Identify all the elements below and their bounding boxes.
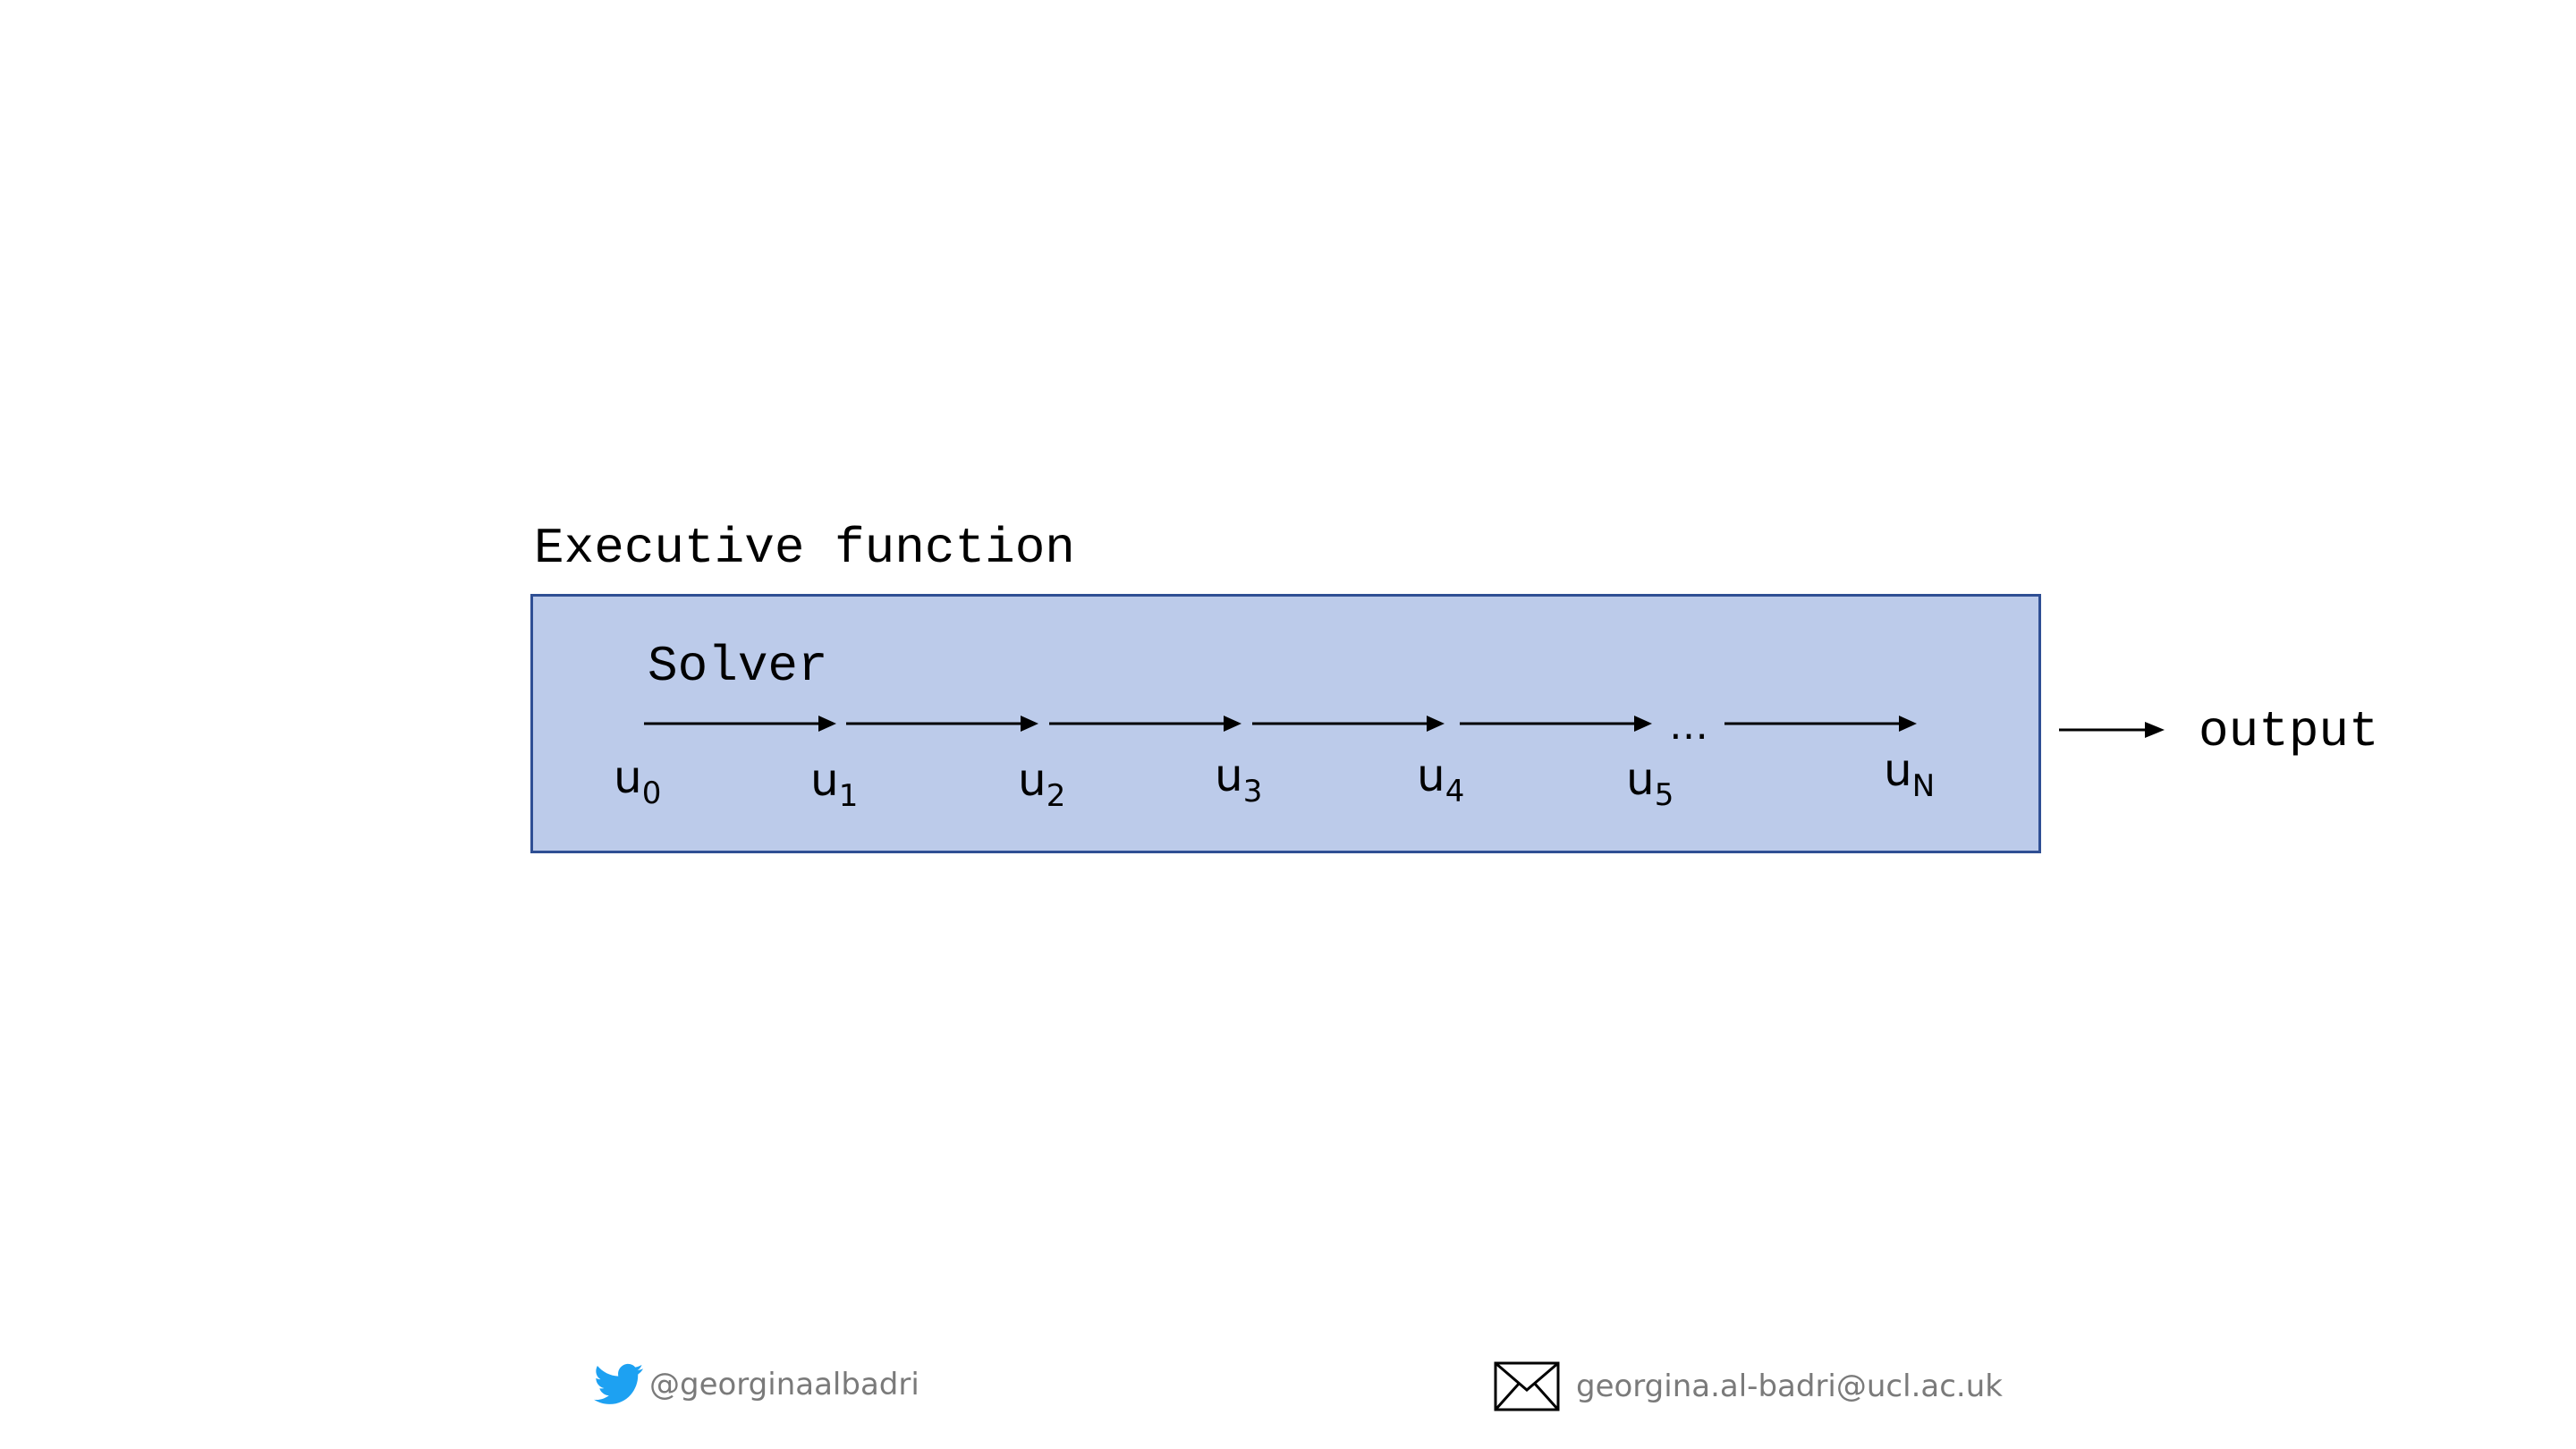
twitter-handle[interactable]: @georginaalbadri (649, 1367, 919, 1402)
state-u0: u0 (614, 751, 662, 811)
state-u2: u2 (1018, 754, 1066, 814)
step-arrow-5-n-head (1899, 716, 1917, 732)
twitter-contact[interactable]: @georginaalbadri (594, 1363, 919, 1406)
state-un: uN (1884, 744, 1936, 804)
state-u3: u3 (1215, 750, 1263, 809)
twitter-bird-icon (594, 1363, 644, 1404)
email-address[interactable]: georgina.al-badri@ucl.ac.uk (1576, 1368, 2003, 1404)
state-u1: u1 (810, 754, 859, 814)
solver-title: Solver (648, 638, 828, 695)
step-arrow-0-1-head (818, 716, 836, 732)
step-arrow-2-3-head (1224, 716, 1241, 732)
output-label: output (2199, 703, 2379, 760)
state-u5: u5 (1626, 753, 1674, 813)
step-arrow-1-2-head (1021, 716, 1038, 732)
executive-function-title: Executive function (534, 520, 1075, 577)
email-contact[interactable]: georgina.al-badri@ucl.ac.uk (1494, 1361, 2003, 1411)
step-arrow-4-5-head (1634, 716, 1652, 732)
state-u4: u4 (1417, 750, 1465, 809)
output-arrow-head (2145, 722, 2165, 738)
envelope-icon (1494, 1361, 1560, 1411)
step-arrow-3-4-head (1427, 716, 1445, 732)
ellipsis: … (1669, 703, 1708, 749)
